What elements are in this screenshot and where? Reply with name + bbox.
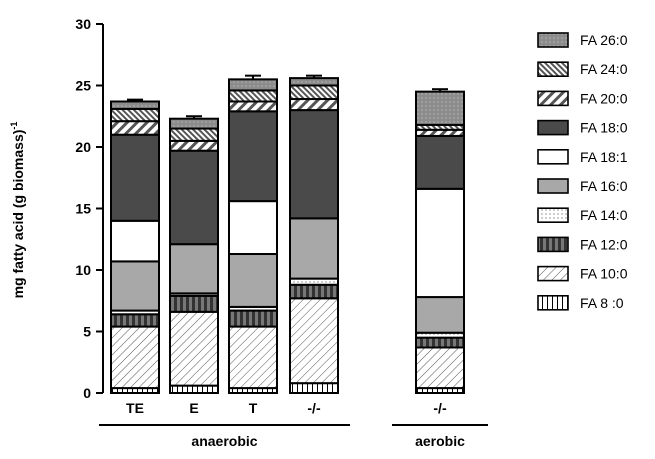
bar-segment	[169, 310, 219, 387]
y-axis: 0 5 10 15 20 25 30	[75, 16, 104, 401]
y-tick-label: 15	[75, 201, 91, 217]
bar-segment	[169, 294, 219, 313]
x-axis: TE E T -/- -/- anaerobic aerobic	[99, 400, 488, 449]
bar-segment	[415, 296, 465, 334]
bar-segment	[289, 84, 339, 101]
bar-segment	[110, 313, 160, 328]
group-label: anaerobic	[191, 433, 257, 449]
y-axis-label-superscript: -1	[9, 122, 19, 130]
y-tick-label: 30	[75, 16, 91, 32]
bar-segment	[110, 260, 160, 312]
group-label: aerobic	[415, 433, 465, 449]
bar-segment	[228, 78, 278, 92]
bar-segment	[110, 100, 160, 110]
legend-swatch	[537, 149, 569, 165]
bar-segment	[415, 134, 465, 190]
bar-segment	[228, 200, 278, 256]
bars	[110, 74, 465, 395]
legend-swatch	[537, 61, 569, 78]
x-tick-label: TE	[126, 400, 144, 416]
legend-label: FA 14:0	[580, 207, 628, 223]
bar-segment	[110, 219, 160, 263]
bar-segment	[289, 283, 339, 300]
legend-swatch	[537, 236, 569, 253]
legend-swatch	[537, 119, 569, 136]
bar-stack	[289, 74, 339, 395]
bar-segment	[169, 384, 219, 394]
legend-label: FA 12:0	[580, 236, 628, 252]
bar-segment	[415, 346, 465, 390]
bar-segment	[289, 98, 339, 112]
legend-swatch	[537, 294, 569, 311]
bar-segment	[289, 109, 339, 220]
legend-swatch	[537, 265, 569, 282]
x-tick-label: T	[249, 400, 258, 416]
legend-label: FA 20:0	[580, 90, 628, 106]
legend-label: FA 18:0	[580, 120, 628, 136]
legend-label: FA 10:0	[580, 266, 628, 282]
bar-segment	[228, 325, 278, 390]
legend-swatch	[537, 178, 569, 194]
bar-segment	[110, 120, 160, 136]
y-tick-label: 20	[75, 139, 91, 155]
bar-segment	[415, 336, 465, 349]
bar-segment	[169, 117, 219, 130]
legend-label: FA 16:0	[580, 178, 628, 194]
bar-segment	[169, 149, 219, 246]
bar-stack	[110, 98, 160, 394]
legend-label: FA 8 :0	[580, 295, 624, 311]
bar-segment	[228, 110, 278, 203]
x-tick-label: -/-	[433, 400, 447, 416]
y-axis-label: mg fatty acid (g biomass)-1	[9, 122, 26, 299]
bar-segment	[289, 217, 339, 280]
bar-segment	[289, 77, 339, 87]
bar-segment	[169, 243, 219, 295]
y-tick-label: 10	[75, 262, 91, 278]
legend-label: FA 18:1	[580, 149, 628, 165]
bar-stack	[228, 74, 278, 394]
bar-segment	[110, 133, 160, 222]
bar-segment	[289, 382, 339, 395]
bar-stack	[169, 115, 219, 394]
y-tick-label: 5	[83, 324, 91, 340]
bar-segment	[415, 90, 465, 126]
y-tick-label: 0	[83, 385, 91, 401]
legend-label: FA 26:0	[580, 32, 628, 48]
y-tick-label: 25	[75, 78, 91, 94]
bar-segment	[228, 309, 278, 328]
legend-swatch	[537, 32, 569, 48]
legend: FA 26:0 FA 24:0 FA 20:0 FA 18:0 FA 18:1 FA 16…	[537, 32, 628, 311]
bar-segment	[289, 297, 339, 385]
bar-segment	[110, 107, 160, 123]
x-tick-label: E	[189, 400, 198, 416]
legend-label: FA 24:0	[580, 61, 628, 77]
bar-segment	[228, 89, 278, 103]
legend-swatch	[537, 90, 569, 107]
bar-segment	[415, 187, 465, 299]
x-tick-label: -/-	[307, 400, 321, 416]
bar-segment	[169, 139, 219, 152]
bar-segment	[110, 325, 160, 390]
bar-stack	[415, 88, 465, 394]
bar-segment	[228, 100, 278, 113]
bar-segment	[228, 253, 278, 308]
bar-segment	[169, 127, 219, 142]
y-axis-label-text: mg fatty acid (g biomass)	[10, 130, 26, 299]
legend-swatch	[537, 207, 569, 223]
